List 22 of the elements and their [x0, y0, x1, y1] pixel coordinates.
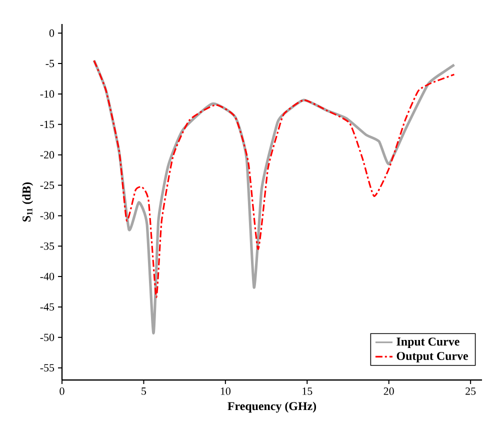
x-tick-label: 15: [302, 388, 312, 395]
x-tick-label: 0: [60, 388, 64, 395]
x-axis-title: Frequency (GHz): [228, 402, 316, 413]
y-tick-label: -35: [40, 242, 54, 250]
y-tick-label: -30: [40, 212, 54, 220]
y-axis-title: S$_{11}$ (dB): [22, 182, 34, 222]
y-tick-label: -55: [40, 364, 54, 372]
y-tick-label: -10: [40, 90, 54, 98]
y-tick-label: -50: [40, 334, 54, 342]
legend-label: Output Curve: [396, 352, 468, 362]
y-tick-label: 0: [49, 29, 54, 37]
x-tick-label: 5: [142, 388, 146, 395]
y-tick-label: -5: [46, 60, 54, 68]
legend-label: Input Curve: [396, 338, 460, 348]
x-tick-label: 20: [384, 388, 394, 395]
y-tick-label: -25: [40, 182, 54, 189]
y-tick-label: -20: [40, 151, 54, 159]
y-tick-label: -15: [40, 120, 54, 128]
x-tick-label: 10: [220, 388, 230, 395]
y-tick-label: -45: [40, 303, 54, 311]
y-tick-label: -40: [40, 272, 54, 280]
x-tick-label: 25: [466, 388, 476, 395]
